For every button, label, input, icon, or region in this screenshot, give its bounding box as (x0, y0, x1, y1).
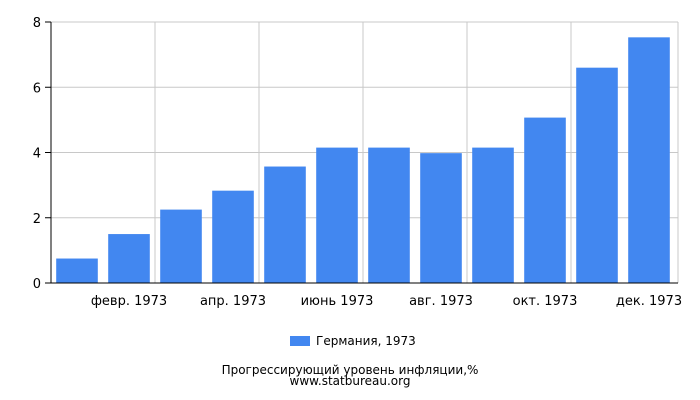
y-tick-label: 4 (33, 147, 41, 162)
x-tick-label: февр. 1973 (91, 294, 167, 309)
x-tick-label: дек. 1973 (616, 294, 682, 309)
y-tick-label: 2 (33, 212, 41, 227)
bar-10 (524, 117, 566, 283)
x-tick-label: окт. 1973 (513, 294, 578, 309)
chart-legend: Германия, 1973 (290, 333, 416, 349)
y-tick-label: 0 (33, 277, 41, 292)
bar-4 (212, 190, 254, 283)
y-tick-label: 6 (33, 81, 41, 96)
bar-5 (264, 166, 306, 283)
bar-6 (316, 147, 358, 283)
chart-caption-source: www.statbureau.org (289, 374, 411, 388)
bar-2 (108, 234, 150, 283)
bar-3 (160, 209, 202, 283)
x-tick-label: авг. 1973 (409, 294, 473, 309)
bar-7 (368, 147, 410, 283)
bar-1 (56, 258, 98, 283)
bar-11 (576, 67, 618, 283)
legend-label: Германия, 1973 (316, 334, 416, 348)
y-tick-label: 8 (33, 16, 41, 31)
bar-12 (628, 37, 670, 283)
bar-9 (472, 147, 514, 283)
bar-8 (420, 153, 462, 283)
chart-caption-title: Прогрессирующий уровень инфляции,% (221, 363, 479, 377)
legend-swatch (290, 336, 310, 346)
x-tick-label: апр. 1973 (200, 294, 266, 309)
x-tick-label: июнь 1973 (301, 294, 374, 309)
